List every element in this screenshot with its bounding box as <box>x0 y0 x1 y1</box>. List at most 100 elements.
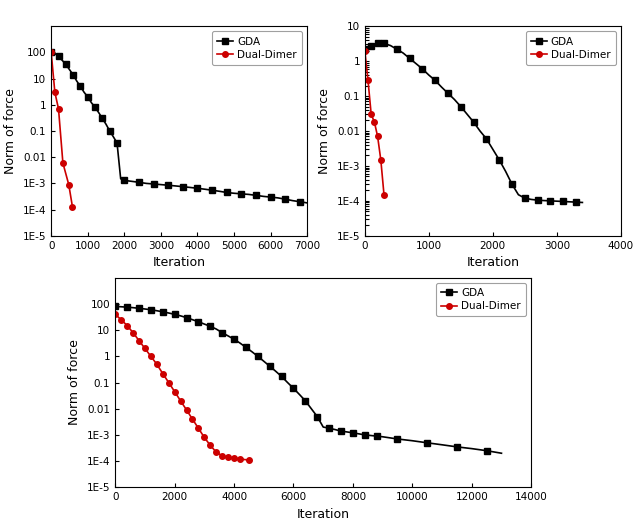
GDA <box>387 42 394 49</box>
GDA <box>230 190 238 196</box>
GDA <box>367 42 375 49</box>
GDA <box>303 200 311 206</box>
GDA <box>223 189 230 195</box>
Dual-Dimer <box>51 89 59 95</box>
Dual-Dimer <box>54 106 62 112</box>
GDA <box>73 78 81 84</box>
GDA <box>157 181 164 188</box>
Line: GDA: GDA <box>362 40 585 205</box>
GDA <box>296 199 304 205</box>
GDA <box>106 128 113 134</box>
Dual-Dimer <box>380 192 388 198</box>
GDA <box>527 196 535 203</box>
GDA <box>245 191 253 198</box>
GDA <box>164 182 172 189</box>
GDA <box>451 96 458 103</box>
GDA <box>508 181 516 188</box>
GDA <box>289 198 296 204</box>
GDA <box>483 136 490 142</box>
GDA <box>534 197 541 203</box>
X-axis label: Iteration: Iteration <box>153 256 205 269</box>
Dual-Dimer <box>361 48 369 54</box>
GDA <box>237 191 245 197</box>
Dual-Dimer <box>59 160 67 166</box>
GDA <box>431 78 439 84</box>
GDA <box>92 104 99 111</box>
GDA <box>62 61 70 68</box>
Legend: GDA, Dual-Dimer: GDA, Dual-Dimer <box>212 31 302 65</box>
Line: Dual-Dimer: Dual-Dimer <box>362 48 387 198</box>
GDA <box>361 46 369 52</box>
GDA <box>457 103 465 110</box>
GDA <box>274 195 282 201</box>
GDA <box>88 100 95 106</box>
GDA <box>284 379 291 386</box>
Dual-Dimer <box>117 316 125 323</box>
GDA <box>47 49 55 56</box>
Dual-Dimer <box>129 330 137 336</box>
GDA <box>566 199 573 205</box>
GDA <box>559 199 567 205</box>
Dual-Dimer <box>159 370 166 377</box>
GDA <box>425 72 433 78</box>
Dual-Dimer <box>65 181 72 188</box>
GDA <box>498 450 506 456</box>
Dual-Dimer <box>207 442 214 449</box>
Dual-Dimer <box>218 453 226 459</box>
GDA <box>172 183 179 189</box>
GDA <box>259 193 267 200</box>
Y-axis label: Norm of force: Norm of force <box>318 88 331 174</box>
GDA <box>216 188 223 194</box>
GDA <box>521 195 529 201</box>
GDA <box>252 192 260 199</box>
Dual-Dimer <box>189 416 196 422</box>
GDA <box>540 198 548 204</box>
GDA <box>179 183 187 190</box>
GDA <box>143 180 150 187</box>
GDA <box>120 177 128 183</box>
GDA <box>201 186 209 192</box>
GDA <box>54 53 62 60</box>
GDA <box>470 119 477 125</box>
Dual-Dimer <box>68 203 76 210</box>
GDA <box>99 115 106 122</box>
Line: Dual-Dimer: Dual-Dimer <box>49 50 75 210</box>
Dual-Dimer <box>195 425 202 431</box>
Line: GDA: GDA <box>49 50 310 206</box>
GDA <box>476 128 484 134</box>
GDA <box>102 121 110 127</box>
Line: Dual-Dimer: Dual-Dimer <box>113 312 252 463</box>
GDA <box>444 90 452 96</box>
GDA <box>380 40 388 47</box>
GDA <box>301 398 309 404</box>
GDA <box>51 50 59 57</box>
GDA <box>128 178 136 184</box>
Dual-Dimer <box>245 457 253 463</box>
GDA <box>113 140 121 146</box>
Dual-Dimer <box>147 353 155 359</box>
GDA <box>58 57 66 63</box>
Dual-Dimer <box>135 337 143 344</box>
Dual-Dimer <box>230 455 238 461</box>
Y-axis label: Norm of force: Norm of force <box>68 340 81 425</box>
Dual-Dimer <box>177 398 184 404</box>
Dual-Dimer <box>377 157 385 163</box>
GDA <box>95 110 102 116</box>
Legend: GDA, Dual-Dimer: GDA, Dual-Dimer <box>436 283 526 316</box>
GDA <box>208 187 216 193</box>
GDA <box>194 185 202 191</box>
Dual-Dimer <box>212 449 220 455</box>
GDA <box>399 50 407 56</box>
GDA <box>547 198 554 204</box>
GDA <box>325 425 333 431</box>
Dual-Dimer <box>374 133 381 139</box>
GDA <box>572 199 580 205</box>
Line: GDA: GDA <box>113 304 504 456</box>
GDA <box>495 157 503 163</box>
GDA <box>282 196 289 202</box>
GDA <box>267 194 275 200</box>
GDA <box>374 40 381 47</box>
Dual-Dimer <box>47 49 55 56</box>
Text: (b): (b) <box>482 282 504 297</box>
Dual-Dimer <box>182 407 190 413</box>
